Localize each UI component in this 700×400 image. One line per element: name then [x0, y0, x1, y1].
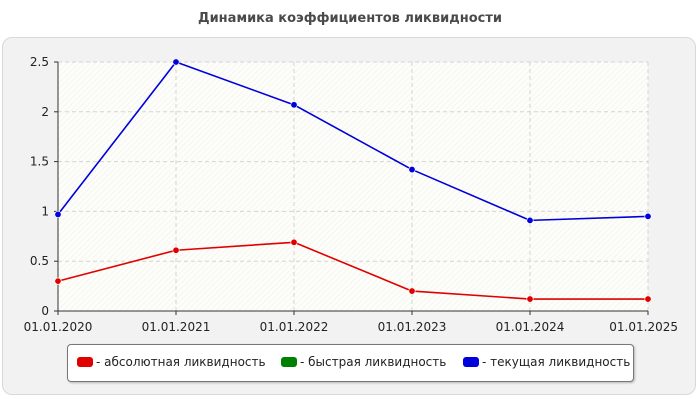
x-tick-label: 01.01.2022 [260, 320, 329, 334]
y-tick-label: 2 [41, 105, 49, 119]
x-tick-label: 01.01.2025 [609, 320, 678, 334]
x-tick-label: 01.01.2023 [378, 320, 447, 334]
plot-background [58, 62, 648, 311]
legend-item-absolute[interactable]: - абсолютная ликвидность [77, 355, 266, 369]
legend-label-absolute: - абсолютная ликвидность [96, 355, 266, 369]
series-group [54, 58, 652, 303]
y-tick-label: 0.5 [30, 254, 49, 268]
data-point-2 [526, 216, 534, 224]
x-tick-label: 01.01.2021 [142, 320, 211, 334]
data-point-0 [54, 277, 62, 285]
tick-labels: 0 0.5 1 1.5 2 2.5 01.01.2020 01.01.2021 01.01.20… [24, 55, 678, 334]
data-point-2 [644, 212, 652, 220]
data-point-2 [408, 166, 416, 174]
legend-label-current: - текущая ликвидность [482, 355, 631, 369]
legend-item-current[interactable]: - текущая ликвидность [463, 355, 630, 369]
data-point-0 [290, 238, 298, 246]
data-point-0 [172, 246, 180, 254]
y-tick-label: 1 [41, 204, 49, 218]
legend-swatch-absolute [77, 357, 93, 367]
legend-swatch-quick [281, 357, 297, 367]
y-tick-label: 2.5 [30, 55, 49, 69]
data-point-0 [526, 295, 534, 303]
data-point-2 [290, 101, 298, 109]
data-point-0 [644, 295, 652, 303]
y-tick-label: 0 [41, 304, 49, 318]
x-tick-label: 01.01.2024 [496, 320, 565, 334]
axes [54, 61, 649, 315]
y-tick-label: 1.5 [30, 155, 49, 169]
grid-lines [58, 61, 649, 311]
legend-item-quick[interactable]: - быстрая ликвидность [281, 355, 446, 369]
data-point-0 [408, 287, 416, 295]
series-line-0 [57, 241, 648, 300]
data-point-2 [172, 58, 180, 66]
legend: - абсолютная ликвидность - быстрая ликви… [67, 344, 634, 382]
data-point-2 [54, 210, 62, 218]
x-tick-label: 01.01.2020 [24, 320, 93, 334]
legend-label-quick: - быстрая ликвидность [300, 355, 447, 369]
chart-title: Динамика коэффициентов ликвидности [198, 11, 502, 26]
legend-swatch-current [463, 357, 479, 367]
series-line-2 [57, 61, 649, 222]
